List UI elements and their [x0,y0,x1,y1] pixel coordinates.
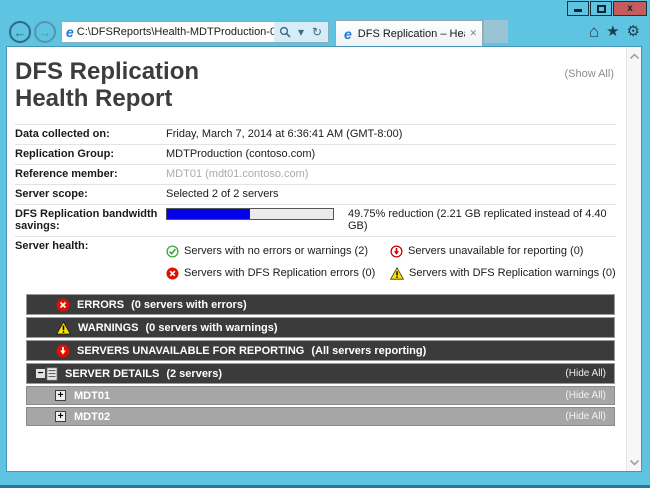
scroll-down-icon[interactable] [627,454,642,470]
minimize-button[interactable] [567,1,589,16]
info-row-replication-group: Replication Group: MDTProduction (contos… [15,144,616,164]
info-label: DFS Replication bandwidth savings: [15,208,158,232]
home-icon[interactable]: ⌂ [588,22,600,41]
close-icon: x [627,2,633,14]
unavailable-circle-icon [56,344,70,358]
ie-tab-icon: e [344,25,352,42]
settings-gear-icon[interactable]: ⚙ [626,23,640,40]
report-info-table: Data collected on: Friday, March 7, 2014… [15,124,616,288]
back-icon: ← [13,24,27,40]
server-health-grid: Servers with no errors or warnings (2) S… [166,240,616,284]
unavailable-circle-icon [390,244,403,258]
info-value: Selected 2 of 2 servers [166,188,279,200]
health-item-warnings: Servers with DFS Replication warnings (0… [390,266,616,280]
close-button[interactable]: x [613,1,647,16]
address-url[interactable]: C:\DFSReports\Health-MDTProduction-07Ma [76,26,274,38]
section-detail: (All servers reporting) [311,344,427,357]
chevron-down-icon[interactable]: ▾ [297,25,305,39]
error-circle-icon [56,298,70,312]
page-viewport: (Show All) DFS Replication Health Report… [6,46,642,472]
info-value: MDT01 (mdt01.contoso.com) [166,168,309,180]
bandwidth-bar-fill [167,209,250,219]
page-title: DFS Replication Health Report [15,58,626,112]
new-tab-button[interactable] [484,20,508,43]
back-button[interactable]: ← [9,21,31,43]
info-row-server-scope: Server scope: Selected 2 of 2 servers [15,184,616,204]
info-label: Data collected on: [15,128,110,140]
info-row-server-health: Server health: Servers with no errors or… [15,236,616,288]
server-row-mdt02[interactable]: + MDT02 (Hide All) [26,407,615,426]
server-icon [46,366,58,381]
server-name: MDT02 [74,410,111,423]
bandwidth-value: 49.75% reduction (2.21 GB replicated ins… [166,208,616,232]
info-value: MDTProduction (contoso.com) [166,148,316,160]
health-text: Servers with DFS Replication warnings (0… [409,267,616,279]
section-warnings[interactable]: WARNINGS (0 servers with warnings) [26,317,615,338]
health-item-unavailable: Servers unavailable for reporting (0) [390,244,616,258]
collapse-icon[interactable]: − [35,368,46,379]
browser-chrome: ← → e C:\DFSReports\Health-MDTProduction… [0,18,650,46]
favorites-star-icon[interactable]: ★ [606,23,620,40]
address-bar[interactable]: e C:\DFSReports\Health-MDTProduction-07M… [61,21,329,43]
info-row-reference-member: Reference member: MDT01 (mdt01.contoso.c… [15,164,616,184]
server-name: MDT01 [74,389,111,402]
section-title: SERVER DETAILS [65,367,160,380]
address-tools: ▾ ↻ [274,22,328,42]
forward-icon: → [38,24,52,40]
tab-close-icon[interactable]: ✕ [469,28,477,38]
page-title-line1: DFS Replication [15,58,200,85]
info-value: Friday, March 7, 2014 at 6:36:41 AM (GMT… [166,128,403,140]
info-row-bandwidth: DFS Replication bandwidth savings: 49.75… [15,204,616,236]
report-page: (Show All) DFS Replication Health Report… [7,47,626,471]
search-icon[interactable] [277,22,293,42]
tab-title: DFS Replication – Health Re... [357,27,466,40]
info-row-data-collected: Data collected on: Friday, March 7, 2014… [15,124,616,144]
hide-all-link[interactable]: (Hide All) [565,390,606,401]
forward-button[interactable]: → [34,21,56,43]
maximize-icon [596,4,606,13]
tab-dfs-report[interactable]: e DFS Replication – Health Re... ✕ [335,20,483,46]
error-circle-icon [166,267,179,279]
expand-icon[interactable]: + [55,390,66,401]
section-title: WARNINGS [78,321,139,334]
page-title-line2: Health Report [15,85,173,112]
section-title: ERRORS [77,298,125,311]
warning-triangle-icon [390,266,404,280]
section-errors[interactable]: ERRORS (0 servers with errors) [26,294,615,315]
info-label: Server health: [15,240,89,252]
info-label: Reference member: [15,168,118,180]
maximize-button[interactable] [590,1,612,16]
chrome-action-icons: ⌂ ★ ⚙ [582,22,650,41]
show-all-link[interactable]: (Show All) [564,68,614,80]
bandwidth-text: 49.75% reduction (2.21 GB replicated ins… [348,208,607,232]
health-item-errors: Servers with DFS Replication errors (0) [166,267,390,280]
section-detail: (0 servers with errors) [131,298,247,311]
scroll-up-icon[interactable] [627,48,642,64]
hide-all-link[interactable]: (Hide All) [565,368,606,379]
expand-icon[interactable]: + [55,411,66,422]
section-server-details[interactable]: − SERVER DETAILS (2 servers) (Hide All) [26,363,615,384]
section-detail: (2 servers) [166,367,222,380]
health-text: Servers unavailable for reporting (0) [408,245,584,257]
section-unavailable[interactable]: SERVERS UNAVAILABLE FOR REPORTING (All s… [26,340,615,361]
health-text: Servers with no errors or warnings (2) [184,245,369,257]
ie-page-icon: e [66,24,74,40]
info-label: Server scope: [15,188,88,200]
server-row-mdt01[interactable]: + MDT01 (Hide All) [26,386,615,405]
minimize-icon [574,8,582,12]
window-controls: x [566,1,647,16]
vertical-scrollbar[interactable] [626,47,641,471]
info-label: Replication Group: [15,148,114,160]
check-circle-icon [166,244,179,258]
bandwidth-progress-bar [166,208,334,220]
health-text: Servers with DFS Replication errors (0) [184,267,376,279]
warning-triangle-icon [56,320,71,335]
report-sections: ERRORS (0 servers with errors) WARNINGS … [26,294,615,426]
refresh-icon[interactable]: ↻ [311,25,323,39]
section-title: SERVERS UNAVAILABLE FOR REPORTING [77,344,305,357]
hide-all-link[interactable]: (Hide All) [565,411,606,422]
section-detail: (0 servers with warnings) [145,321,278,334]
health-item-ok: Servers with no errors or warnings (2) [166,244,390,258]
